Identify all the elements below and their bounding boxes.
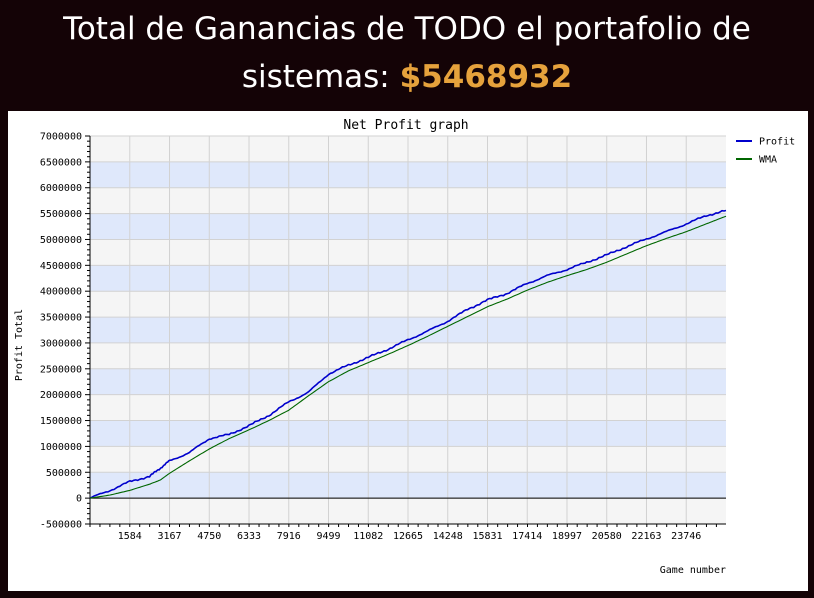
chart-axes xyxy=(85,135,726,527)
x-tick-label: 22163 xyxy=(631,531,661,542)
x-tick-label: 4750 xyxy=(197,531,221,542)
x-tick-label: 20580 xyxy=(592,531,622,542)
chart-labels: 7000000650000060000005500000500000045000… xyxy=(14,118,726,576)
y-tick-label: 0 xyxy=(76,494,82,505)
series-line-profit xyxy=(89,209,727,499)
x-tick-label: 9499 xyxy=(316,531,340,542)
chart-series xyxy=(89,209,727,499)
y-tick-label: 7000000 xyxy=(40,132,82,143)
x-tick-label: 15831 xyxy=(472,531,502,542)
y-tick-label: 3000000 xyxy=(40,338,82,349)
x-tick-label: 17414 xyxy=(512,531,542,542)
x-tick-label: 1584 xyxy=(118,531,142,542)
total-amount: $5468932 xyxy=(399,59,573,95)
y-tick-label: 6000000 xyxy=(40,183,82,194)
x-axis-label: Game number xyxy=(660,565,726,576)
x-tick-label: 11082 xyxy=(353,531,383,542)
x-tick-label: 14248 xyxy=(433,531,463,542)
y-tick-label: 1500000 xyxy=(40,416,82,427)
x-tick-label: 23746 xyxy=(671,531,701,542)
page-header: Total de Ganancias de TODO el portafolio… xyxy=(0,0,814,104)
chart-title: Net Profit graph xyxy=(343,118,468,133)
y-tick-label: -500000 xyxy=(40,520,82,531)
y-tick-label: 3500000 xyxy=(40,313,82,324)
x-tick-label: 6333 xyxy=(237,531,261,542)
chart-legend: Profit WMA xyxy=(736,137,795,166)
x-tick-label: 18997 xyxy=(552,531,582,542)
x-tick-label: 12665 xyxy=(393,531,423,542)
y-axis-label: Profit Total xyxy=(14,309,25,381)
page-title: Total de Ganancias de TODO el portafolio… xyxy=(47,3,767,101)
y-tick-label: 2000000 xyxy=(40,390,82,401)
legend-label: WMA xyxy=(759,155,777,166)
x-tick-label: 3167 xyxy=(157,531,181,542)
y-tick-label: 4000000 xyxy=(40,287,82,298)
y-tick-label: 5000000 xyxy=(40,235,82,246)
title-text: Total de Ganancias de TODO el portafolio… xyxy=(63,11,751,95)
net-profit-chart: 7000000650000060000005500000500000045000… xyxy=(14,118,795,576)
x-tick-label: 7916 xyxy=(277,531,301,542)
legend-label: Profit xyxy=(759,137,795,148)
y-tick-label: 2500000 xyxy=(40,364,82,375)
y-tick-label: 1000000 xyxy=(40,442,82,453)
y-tick-label: 5500000 xyxy=(40,209,82,220)
y-tick-label: 500000 xyxy=(46,468,82,479)
y-tick-label: 6500000 xyxy=(40,157,82,168)
y-tick-label: 4500000 xyxy=(40,261,82,272)
series-line-wma xyxy=(89,215,727,499)
chart-grid xyxy=(90,135,726,525)
chart-panel: 7000000 6500000 6000000 5500000 5000000 45000… xyxy=(8,111,808,591)
